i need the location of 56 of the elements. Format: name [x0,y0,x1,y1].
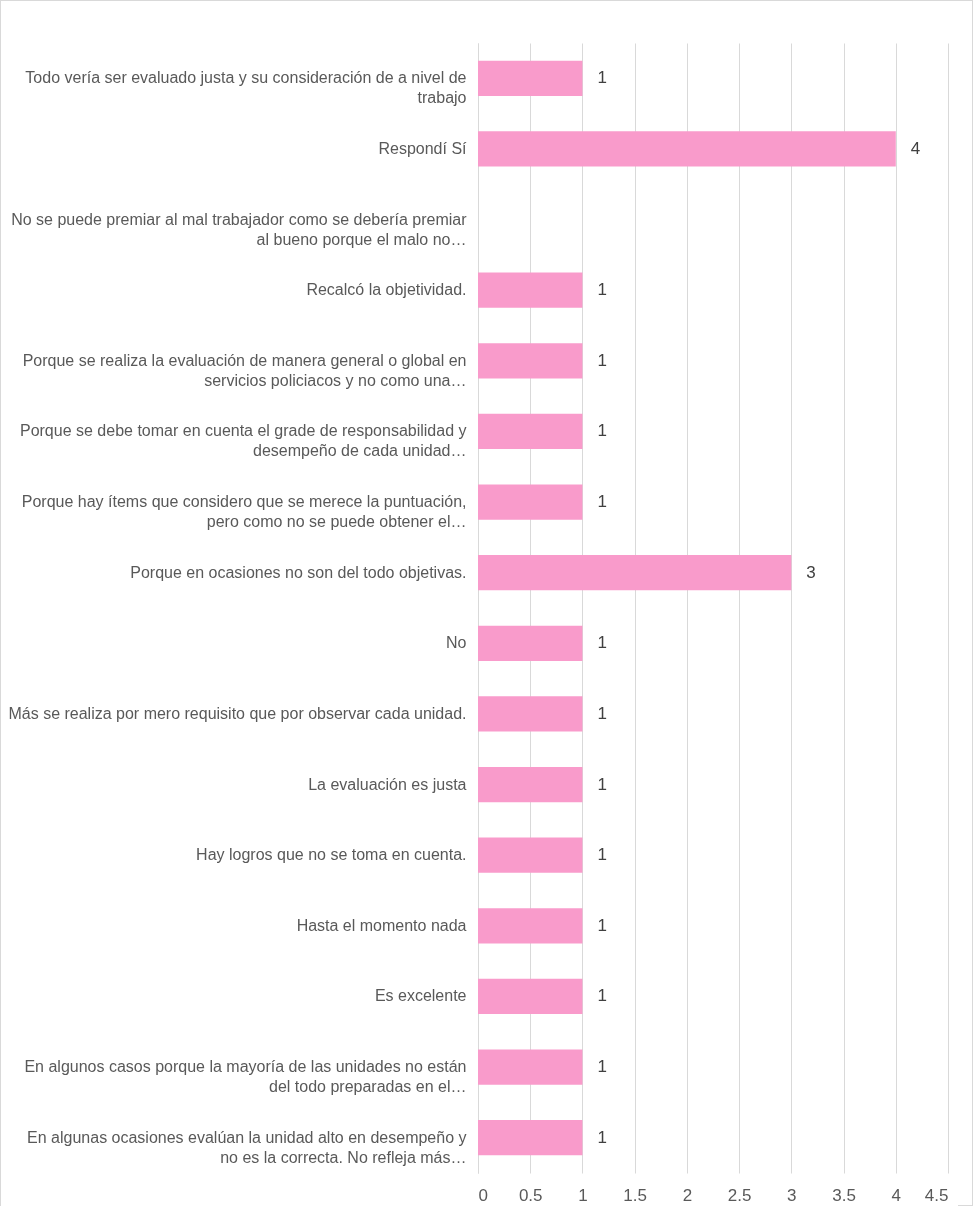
x-tick-label: 3.5 [832,1185,856,1205]
y-tick-label: Porque hay ítems que considero que se merece la puntuación, pero como no se puede obtener el… [21,493,467,531]
data-label: 3 [806,562,816,582]
y-tick-label: Hasta el momento nada [296,916,467,934]
data-label: 1 [597,1127,607,1147]
data-label: 4 [910,138,921,158]
x-tick-label: 2 [682,1185,693,1205]
data-label: 1 [597,915,607,935]
y-tick-label: No se puede premiar al mal trabajador como se debería premiar al bueno porque el malo no… [11,210,468,248]
x-tick-label: 0 [478,1185,488,1205]
data-label: 1 [597,845,607,865]
y-tick-label: La evaluación es justa [308,775,467,793]
data-label: 1 [597,633,607,653]
y-tick-label: No [446,634,467,652]
bar [478,60,583,96]
data-label: 1 [597,986,607,1006]
y-tick-label: Todo vería ser evaluado justa y su consideración de a nivel de trabajo [25,69,467,107]
y-tick-label: Hay logros que no se toma en cuenta. [196,846,467,864]
bar [478,343,583,379]
y-tick-label: Más se realiza por mero requisito que por observar cada unidad. [8,704,467,722]
data-label: 1 [597,1057,607,1077]
bar [478,837,583,873]
data-label: 1 [597,421,607,441]
bar [478,696,583,732]
x-tick-label: 1.5 [623,1185,647,1205]
bar [478,413,583,450]
bar [478,131,896,167]
y-tick-label: Es excelente [374,987,467,1005]
data-label: 1 [597,703,607,723]
bar [478,1120,583,1156]
y-tick-label: Porque se realiza la evaluación de manera general o global en servicios policiacos y no como una… [22,351,467,389]
bar [478,272,583,308]
x-tick-label: 2.5 [727,1185,752,1205]
data-label: 1 [597,280,607,300]
y-tick-label: Porque se debe tomar en cuenta el grade de responsabilidad y desempeño de cada unidad… [19,422,467,460]
y-tick-label: Recalcó la objetividad. [306,281,467,299]
data-label: 1 [597,774,607,794]
y-tick-label: Porque en ocasiones no son del todo objetivas. [130,563,467,581]
data-label: 1 [597,492,607,512]
x-tick-label: 1 [578,1185,588,1205]
bar [478,766,583,803]
bar [478,908,583,944]
y-tick-label: Respondí Sí [378,139,468,157]
data-label: 1 [597,350,607,370]
bar [478,555,792,591]
x-tick-label: 0.5 [518,1185,543,1205]
bar [478,484,583,520]
x-tick-label: 4.5 [924,1185,949,1205]
bar [478,1049,583,1085]
y-tick-label: En algunas ocasiones evalúan la unidad alto en desempeño y no es la correcta. No refleja más… [27,1128,467,1166]
x-tick-label: 4 [891,1185,902,1205]
data-label: 1 [597,68,607,88]
y-tick-label: En algunos casos porque la mayoría de las unidades no están del todo preparadas en el… [24,1058,467,1096]
x-tick-label: 3 [787,1185,797,1205]
bar [478,978,583,1015]
bar [478,625,583,661]
